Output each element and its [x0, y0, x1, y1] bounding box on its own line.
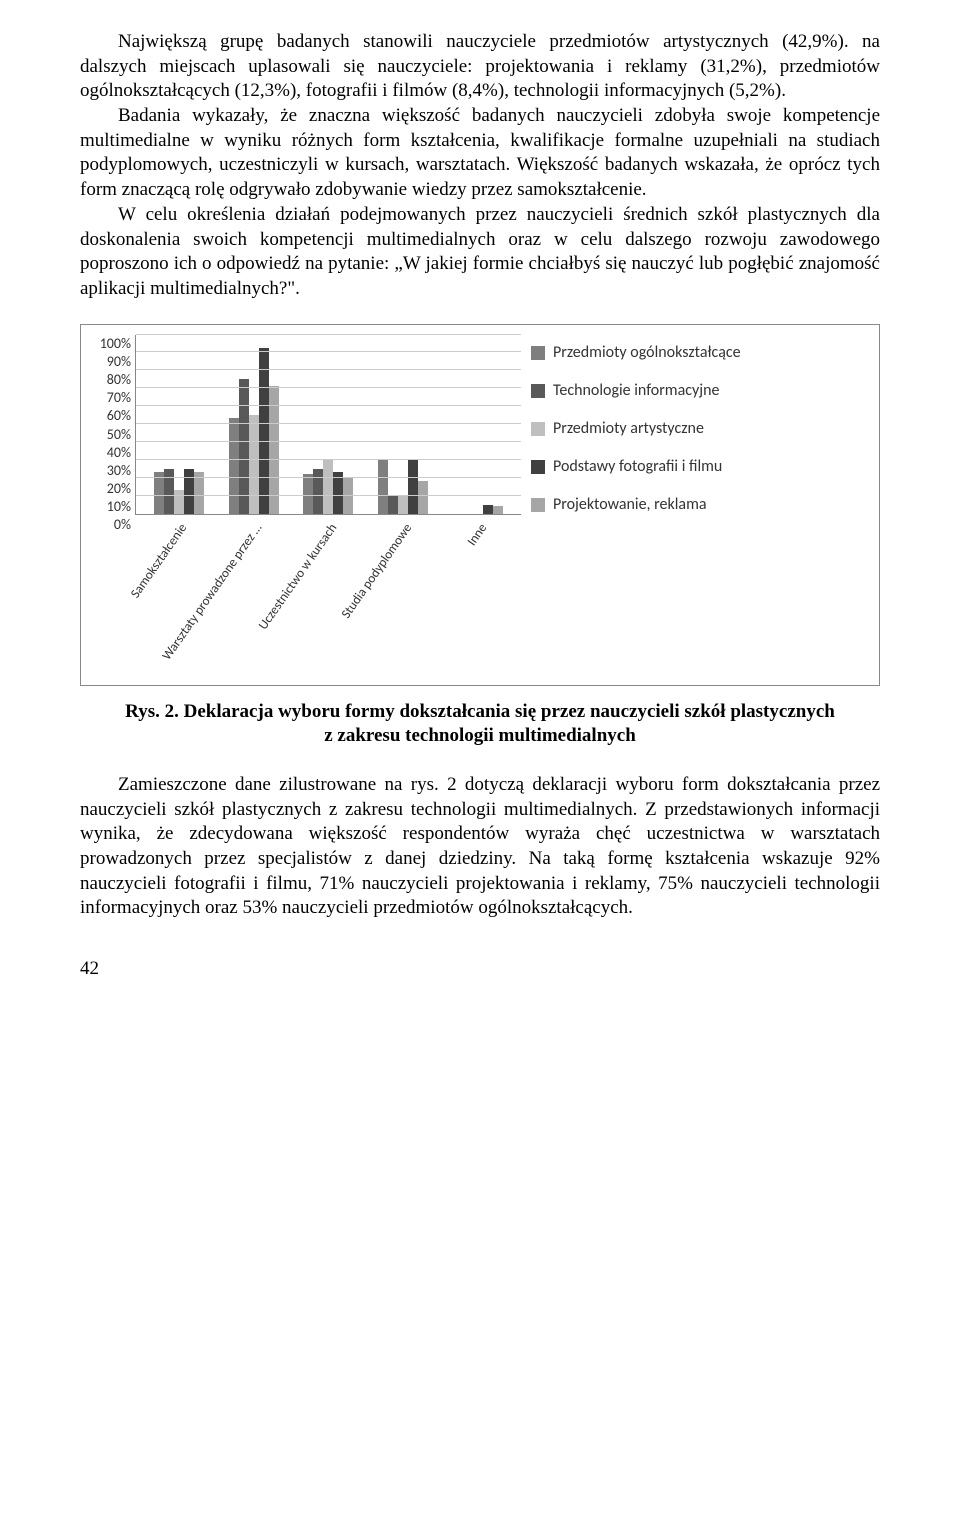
bar-group [448, 505, 508, 514]
paragraph-2: Badania wykazały, że znaczna większość b… [80, 104, 880, 203]
y-tick-label: 60% [107, 407, 131, 425]
y-tick-label: 0% [114, 516, 131, 534]
bar-group [224, 348, 284, 514]
bar [249, 415, 259, 514]
gridline [136, 477, 521, 478]
legend-swatch [531, 384, 545, 398]
legend-item: Technologie informacyjne [531, 381, 869, 401]
legend-label: Przedmioty artystyczne [553, 419, 704, 439]
bar [323, 460, 333, 514]
gridline [136, 351, 521, 352]
bar [398, 496, 408, 514]
legend-item: Przedmioty artystyczne [531, 419, 869, 439]
bar [239, 379, 249, 514]
y-tick-label: 70% [107, 389, 131, 407]
legend-swatch [531, 498, 545, 512]
chart-y-axis: 100%90%80%70%60%50%40%30%20%10%0% [91, 335, 135, 515]
paragraph-3: W celu określenia działań podejmowanych … [80, 203, 880, 302]
bar [229, 418, 239, 513]
y-tick-label: 40% [107, 444, 131, 462]
bar [154, 472, 164, 513]
bar [194, 472, 204, 513]
bar [408, 460, 418, 514]
bar [174, 490, 184, 513]
bar [333, 472, 343, 513]
legend-label: Technologie informacyjne [553, 381, 719, 401]
y-tick-label: 80% [107, 371, 131, 389]
legend-item: Projektowanie, reklama [531, 495, 869, 515]
bar [313, 469, 323, 514]
bar-group [149, 469, 209, 514]
y-tick-label: 20% [107, 480, 131, 498]
bar [164, 469, 174, 514]
y-tick-label: 10% [107, 498, 131, 516]
x-tick-label: Warsztaty prowadzone przez … [223, 515, 283, 675]
chart-plot [135, 335, 521, 515]
paragraph-1: Największą grupę badanych stanowili nauc… [80, 30, 880, 104]
x-tick-label: Uczestnictwo w kursach [298, 515, 358, 675]
x-tick-label: Inne [448, 515, 508, 675]
bar-group [373, 460, 433, 514]
legend-swatch [531, 422, 545, 436]
bar [378, 460, 388, 514]
bar [184, 469, 194, 514]
paragraph-4: Zamieszczone dane zilustrowane na rys. 2… [80, 773, 880, 921]
legend-label: Przedmioty ogólnokształcące [553, 343, 741, 363]
gridline [136, 369, 521, 370]
bar [259, 348, 269, 514]
gridline [136, 459, 521, 460]
y-tick-label: 90% [107, 353, 131, 371]
chart-figure: 100%90%80%70%60%50%40%30%20%10%0% Samoks… [80, 324, 880, 686]
y-tick-label: 50% [107, 426, 131, 444]
page-number: 42 [80, 957, 880, 982]
bar [418, 481, 428, 513]
bar-group [298, 460, 358, 514]
bar [493, 506, 503, 513]
gridline [136, 387, 521, 388]
gridline [136, 334, 521, 335]
legend-item: Przedmioty ogólnokształcące [531, 343, 869, 363]
y-tick-label: 30% [107, 462, 131, 480]
legend-label: Projektowanie, reklama [553, 495, 707, 515]
x-tick-label: Studia podyplomowe [373, 515, 433, 675]
gridline [136, 405, 521, 406]
chart-x-labels: SamokształcenieWarsztaty prowadzone prze… [135, 515, 521, 675]
legend-swatch [531, 460, 545, 474]
chart-legend: Przedmioty ogólnokształcące Technologie i… [531, 335, 869, 675]
chart-plot-area: 100%90%80%70%60%50%40%30%20%10%0% Samoks… [91, 335, 521, 675]
gridline [136, 495, 521, 496]
bar [483, 505, 493, 514]
bar [388, 496, 398, 514]
y-tick-label: 100% [100, 335, 131, 353]
legend-swatch [531, 346, 545, 360]
gridline [136, 441, 521, 442]
gridline [136, 423, 521, 424]
figure-caption: Rys. 2. Deklaracja wyboru formy dokształ… [120, 700, 840, 749]
legend-label: Podstawy fotografii i filmu [553, 457, 722, 477]
legend-item: Podstawy fotografii i filmu [531, 457, 869, 477]
